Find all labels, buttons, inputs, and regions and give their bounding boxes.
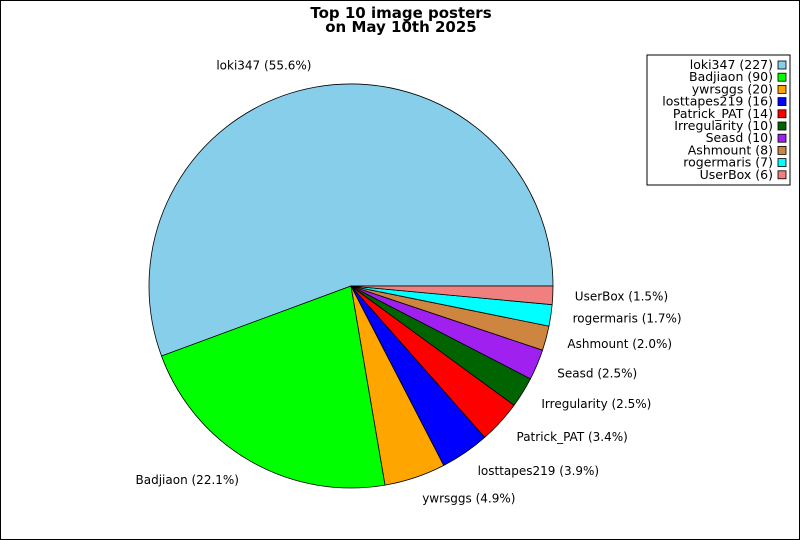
legend-swatch-patrick-pat: [777, 109, 787, 119]
pie-slice-userbox: [350, 285, 554, 306]
pie-slice-loki347: [148, 83, 554, 357]
slice-label-seasd: Seasd (2.5%): [557, 366, 637, 380]
legend-label-patrick-pat: Patrick_PAT (14): [673, 106, 773, 121]
legend-swatch-userbox: [777, 170, 787, 180]
legend-swatch-badjiaon: [777, 72, 787, 82]
pie-slices: [148, 83, 554, 489]
legend-label-losttapes219: losttapes219 (16): [662, 94, 773, 109]
slice-label-loki347: loki347 (55.6%): [216, 59, 311, 73]
slice-label-ywrsggs: ywrsggs (4.9%): [422, 491, 515, 505]
legend-label-ashmount: Ashmount (8): [688, 142, 773, 157]
slice-label-userbox: UserBox (1.5%): [575, 289, 668, 303]
slice-label-ashmount: Ashmount (2.0%): [567, 337, 672, 351]
legend-label-badjiaon: Badjiaon (90): [689, 69, 773, 84]
chart-title-line-2: on May 10th 2025: [325, 18, 477, 36]
legend-swatch-loki347: [777, 60, 787, 70]
chart-title-line-1: Top 10 image posters: [310, 4, 491, 22]
legend-swatch-rogermaris: [777, 158, 787, 168]
legend-label-irregularity: Irregularity (10): [674, 118, 773, 133]
legend-swatch-seasd: [777, 133, 787, 143]
legend-box: [646, 54, 791, 186]
legend-swatch-irregularity: [777, 121, 787, 131]
slice-label-patrick-pat: Patrick_PAT (3.4%): [517, 430, 628, 444]
legend-label-seasd: Seasd (10): [706, 130, 773, 145]
legend-label-rogermaris: rogermaris (7): [683, 155, 773, 170]
legend-label-ywrsggs: ywrsggs (20): [692, 81, 773, 96]
legend-swatch-ywrsggs: [777, 85, 787, 94]
legend: loki347 (227)Badjiaon (90)ywrsggs (20)lo…: [646, 54, 791, 186]
chart-title: Top 10 image posters on May 10th 2025: [310, 4, 491, 36]
slice-labels: loki347 (55.6%) Badjiaon (22.1%) ywrsggs (…: [136, 59, 682, 506]
slice-label-badjiaon: Badjiaon (22.1%): [136, 473, 239, 487]
slice-label-losttapes219: losttapes219 (3.9%): [478, 464, 600, 478]
slice-label-irregularity: Irregularity (2.5%): [541, 397, 651, 411]
legend-swatch-ashmount: [777, 145, 787, 155]
legend-label-loki347: loki347 (227): [690, 57, 773, 72]
legend-label-userbox: UserBox (6): [700, 167, 773, 182]
slice-label-rogermaris: rogermaris (1.7%): [573, 312, 682, 326]
pie-slice-badjiaon: [161, 285, 386, 489]
legend-swatch-losttapes219: [777, 97, 787, 106]
